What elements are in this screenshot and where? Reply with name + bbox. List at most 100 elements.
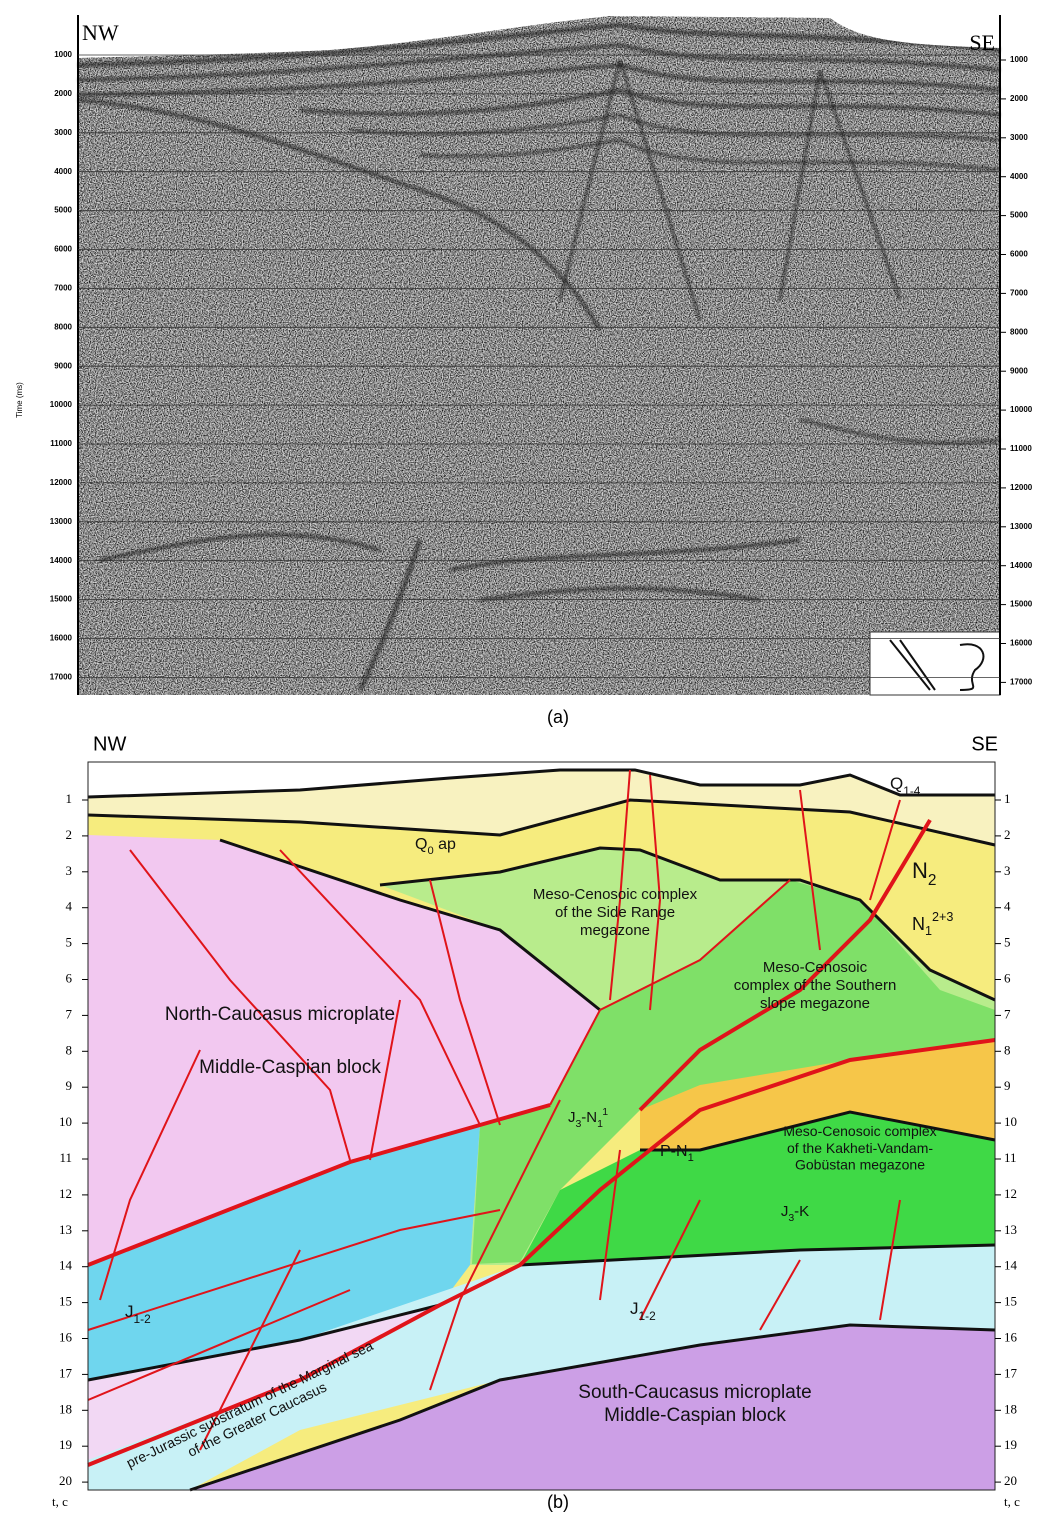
y-tick-label: 5 (66, 935, 73, 950)
label-text: Meso-Cenosoic complex (783, 1123, 936, 1139)
direction-label: NW (82, 20, 119, 45)
y-tick-label: 15000 (50, 595, 73, 604)
y-tick-label: 14000 (50, 556, 73, 565)
direction-label: NW (93, 733, 126, 755)
figure: NW SE Time (ms) (a) (0, 0, 1040, 1517)
y-tick-label: 7000 (1010, 289, 1028, 298)
y-tick-label: 14000 (1010, 561, 1033, 570)
y-tick-label: 4 (66, 899, 73, 914)
subscript: 1 (688, 1152, 694, 1164)
unit-label: Middle-Caspian block (199, 1057, 381, 1078)
label-text: Gobüstan megazone (795, 1156, 925, 1172)
y-tick-label: 6 (1004, 970, 1011, 985)
y-tick-label: 6000 (1010, 250, 1028, 259)
y-tick-label: 18 (1004, 1401, 1017, 1416)
y-tick-label: 16 (1004, 1329, 1018, 1344)
y-tick-label: 18 (59, 1401, 72, 1416)
subscript: 1-2 (639, 1309, 657, 1323)
y-tick-label: 4 (1004, 899, 1011, 914)
unit-label-line: megazone (580, 922, 650, 939)
label-text: J (568, 1109, 576, 1126)
unit-label-line: North-Caucasus microplate (165, 1004, 395, 1025)
label-text: slope megazone (760, 995, 870, 1012)
y-tick-label: 7 (1004, 1006, 1011, 1021)
label-text: Middle-Caspian block (199, 1057, 381, 1078)
y-tick-label: 12000 (1010, 483, 1033, 492)
label-text: South-Caucasus microplate (578, 1382, 811, 1403)
y-tick-label: 17 (1004, 1365, 1018, 1380)
unit-label-line: Middle-Caspian block (199, 1057, 381, 1078)
y-tick-label: 10 (1004, 1114, 1017, 1129)
y-tick-label: 8000 (1010, 327, 1028, 336)
y-tick-label: 19 (59, 1437, 72, 1452)
y-tick-label: 7000 (54, 284, 72, 293)
y-tick-label: 10000 (50, 400, 73, 409)
unit-label-line: Meso-Cenosoic complex (783, 1123, 936, 1139)
y-tick-label: 5000 (1010, 211, 1028, 220)
y-tick-label: 13000 (1010, 522, 1033, 531)
y-tick-label: 11 (1004, 1150, 1017, 1165)
panel-label: (b) (547, 1492, 569, 1512)
label-text: megazone (580, 922, 650, 939)
label-text: of the Side Range (555, 904, 675, 921)
axis-title: Time (ms) (15, 382, 24, 418)
y-tick-label: 15 (59, 1294, 72, 1309)
page: NW SE Time (ms) (a) (0, 0, 1040, 1517)
y-tick-label: 13 (1004, 1222, 1017, 1237)
direction-label: SE (971, 733, 998, 755)
y-tick-label: 8 (1004, 1042, 1011, 1057)
y-tick-label: 3000 (54, 128, 72, 137)
y-tick-label: 9000 (1010, 366, 1028, 375)
y-tick-label: 7 (66, 1006, 73, 1021)
y-tick-label: 4000 (54, 167, 72, 176)
y-tick-label: 4000 (1010, 172, 1028, 181)
y-tick-label: 14 (59, 1258, 73, 1273)
y-tick-label: 10 (59, 1114, 72, 1129)
label-text: Q (415, 836, 427, 853)
label-text: Meso-Cenosoic (763, 959, 868, 976)
y-tick-label: 9000 (54, 361, 72, 370)
y-tick-label: 20 (1004, 1473, 1017, 1488)
subscript: 2 (928, 872, 937, 889)
unit-label-line: slope megazone (760, 995, 870, 1012)
subscript: 1 (925, 924, 932, 938)
y-tick-label: 16 (59, 1329, 73, 1344)
unit-label-line: Meso-Cenosoic (763, 959, 868, 976)
y-tick-label: 16000 (1010, 639, 1033, 648)
superscript: 1 (602, 1106, 608, 1118)
unit-label-line: Middle-Caspian block (604, 1405, 786, 1426)
y-tick-label: 17000 (1010, 678, 1033, 687)
y-tick-label: 5 (1004, 935, 1011, 950)
y-tick-label: 2 (1004, 827, 1011, 842)
y-tick-label: 13 (59, 1222, 72, 1237)
y-tick-label: 1 (66, 791, 73, 806)
unit-label-line: complex of the Southern (734, 977, 897, 994)
y-tick-label: 15000 (1010, 600, 1033, 609)
y-tick-label: 8000 (54, 322, 72, 331)
y-tick-label: 19 (1004, 1437, 1017, 1452)
label-text: J (630, 1299, 639, 1318)
y-tick-label: 12 (1004, 1186, 1017, 1201)
label-text: -N (581, 1109, 597, 1126)
label-text: N (912, 914, 925, 934)
unit-label-line: Meso-Cenosoic complex (533, 886, 698, 903)
unit-label: North-Caucasus microplate (165, 1004, 395, 1025)
y-tick-label: 2000 (1010, 94, 1028, 103)
unit-label: South-Caucasus microplateMiddle-Caspian … (578, 1382, 811, 1426)
y-tick-label: 11000 (50, 439, 72, 448)
y-tick-label: 3 (1004, 863, 1011, 878)
y-tick-label: 9 (1004, 1078, 1011, 1093)
label-text: North-Caucasus microplate (165, 1004, 395, 1025)
y-tick-label: 16000 (50, 634, 73, 643)
label-text: -K (794, 1203, 809, 1220)
unit-label-line: of the Side Range (555, 904, 675, 921)
axis-unit: t, c (1004, 1494, 1020, 1509)
unit-label-line: Gobüstan megazone (795, 1156, 925, 1172)
y-tick-label: 17 (59, 1365, 73, 1380)
axis-unit: t, c (52, 1494, 68, 1509)
superscript: 2+3 (932, 910, 953, 924)
seismic-section (78, 15, 1000, 695)
subscript: 1-4 (903, 784, 921, 798)
label-text: ap (434, 836, 456, 853)
